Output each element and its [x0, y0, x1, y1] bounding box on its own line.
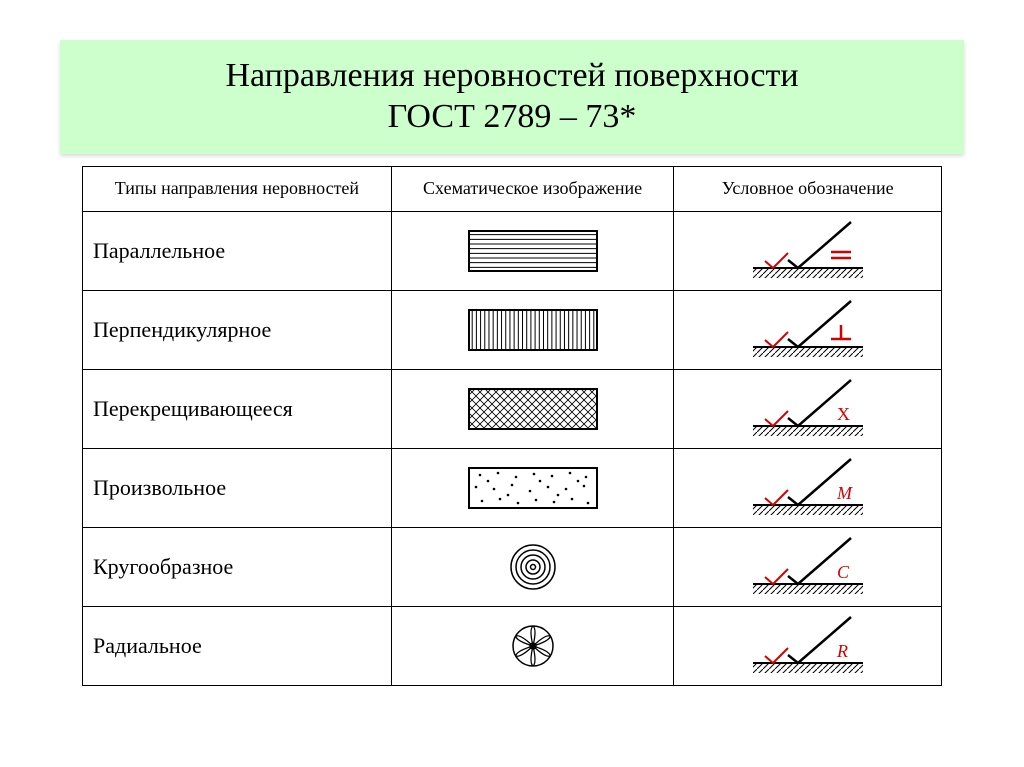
schematic-cell — [391, 527, 674, 606]
lay-type-name: Произвольное — [83, 448, 392, 527]
schematic-cell — [391, 448, 674, 527]
schematic-icon — [402, 467, 664, 509]
lay-symbol-icon: C — [684, 536, 931, 598]
table-row: Параллельное — [83, 211, 942, 290]
schematic-cell — [391, 606, 674, 685]
title-line2: ГОСТ 2789 – 73* — [388, 98, 637, 135]
symbol-cell: M — [674, 448, 942, 527]
lay-type-name: Радиальное — [83, 606, 392, 685]
schematic-cell — [391, 369, 674, 448]
schematic-cell — [391, 290, 674, 369]
lay-type-name: Перпендикулярное — [83, 290, 392, 369]
lay-symbol-icon: M — [684, 457, 931, 519]
svg-text:R: R — [836, 641, 848, 661]
table-row: Перпендикулярное — [83, 290, 942, 369]
table-row: Радиальное R — [83, 606, 942, 685]
svg-text:X: X — [837, 404, 850, 424]
schematic-icon — [402, 230, 664, 272]
table-row: Кругообразное C — [83, 527, 942, 606]
svg-text:M: M — [836, 483, 853, 503]
col-symbol: Условное обозначение — [674, 166, 942, 211]
lay-type-name: Перекрещивающееся — [83, 369, 392, 448]
schematic-icon — [402, 388, 664, 430]
schematic-icon — [402, 542, 664, 592]
symbol-cell: R — [674, 606, 942, 685]
table-header-row: Типы направления неровностей Схематическ… — [83, 166, 942, 211]
slide-title: Направления неровностей поверхности ГОСТ… — [60, 40, 964, 154]
symbol-cell — [674, 211, 942, 290]
svg-text:C: C — [837, 562, 850, 582]
lay-type-name: Параллельное — [83, 211, 392, 290]
schematic-icon — [402, 309, 664, 351]
table-row: Произвольное M — [83, 448, 942, 527]
col-schematic: Схематическое изображение — [391, 166, 674, 211]
lay-symbol-icon: X — [684, 378, 931, 440]
title-line1: Направления неровностей поверхности — [225, 57, 798, 94]
symbol-cell — [674, 290, 942, 369]
lay-symbol-icon — [684, 220, 931, 282]
schematic-icon — [402, 621, 664, 671]
symbol-cell: C — [674, 527, 942, 606]
table-row: Перекрещивающееся X — [83, 369, 942, 448]
lay-symbol-icon — [684, 299, 931, 361]
schematic-cell — [391, 211, 674, 290]
lay-type-name: Кругообразное — [83, 527, 392, 606]
lay-table: Типы направления неровностей Схематическ… — [82, 166, 942, 686]
lay-symbol-icon: R — [684, 615, 931, 677]
symbol-cell: X — [674, 369, 942, 448]
col-types: Типы направления неровностей — [83, 166, 392, 211]
